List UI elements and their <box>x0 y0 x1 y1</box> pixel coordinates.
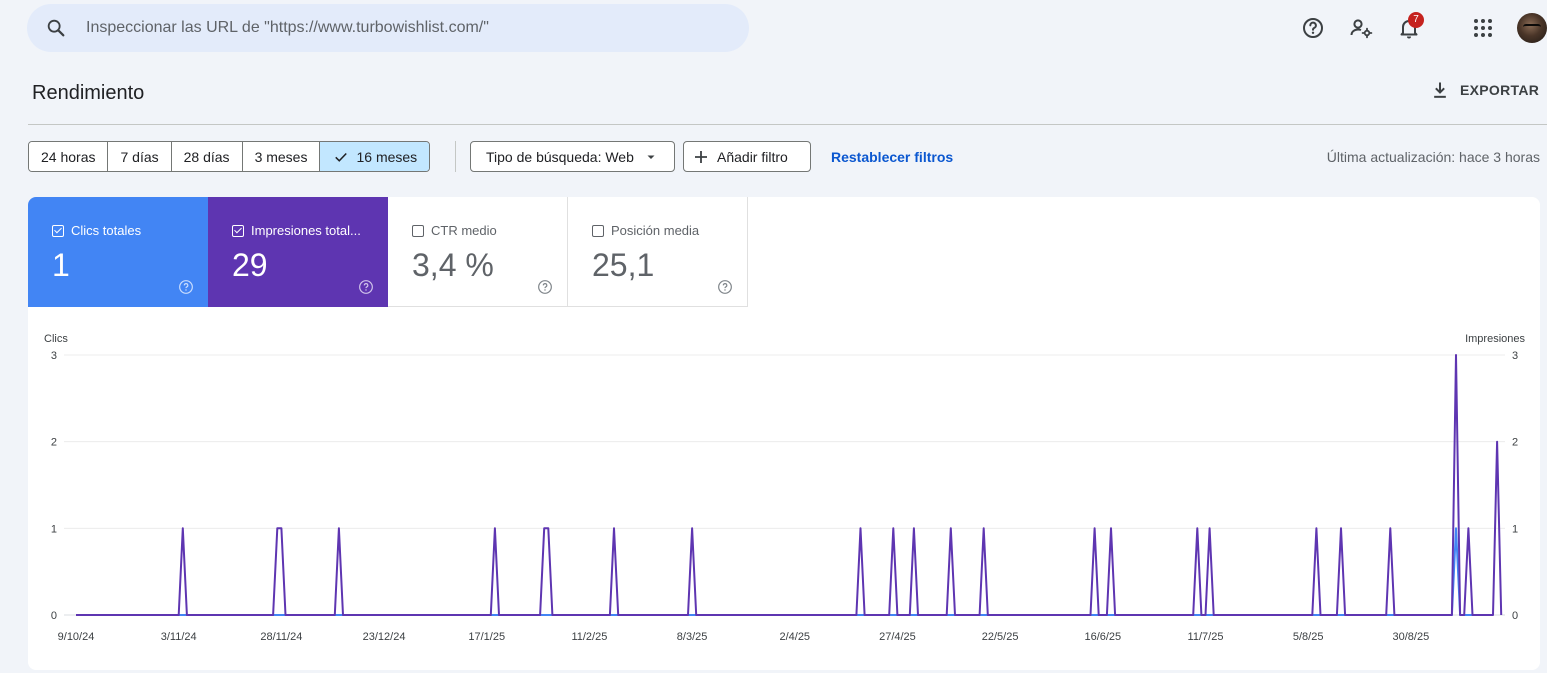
x-tick-label: 23/12/24 <box>363 631 406 643</box>
reset-filters-link[interactable]: Restablecer filtros <box>831 149 954 165</box>
search-icon <box>47 19 65 37</box>
export-label: EXPORTAR <box>1460 82 1540 98</box>
help-icon[interactable] <box>358 279 374 295</box>
y-tick-left: 0 <box>51 610 57 622</box>
x-tick-label: 8/3/25 <box>677 631 708 643</box>
apps-grid-icon[interactable] <box>1471 16 1495 40</box>
metric-label: Clics totales <box>71 223 142 238</box>
checkbox-icon[interactable] <box>592 224 604 237</box>
plus-icon <box>695 150 707 163</box>
x-tick-label: 3/11/24 <box>161 631 197 643</box>
date-range-16m-label: 16 meses <box>356 148 418 165</box>
date-range-16m[interactable]: 16 meses <box>320 142 430 171</box>
metric-value: 29 <box>232 247 268 283</box>
date-range-3m[interactable]: 3 meses <box>242 142 321 171</box>
notification-badge: 7 <box>1408 12 1424 28</box>
x-tick-label: 28/11/24 <box>260 631 302 643</box>
series-line-clics[interactable] <box>76 527 1493 616</box>
dropdown-arrow-icon <box>647 155 655 159</box>
metric-label: Impresiones total... <box>251 223 361 238</box>
metric-average-position[interactable]: Posición media 25,1 <box>568 197 748 307</box>
help-icon[interactable] <box>717 279 733 295</box>
x-tick-label: 30/8/25 <box>1393 631 1430 643</box>
search-input[interactable]: Inspeccionar las URL de "https://www.tur… <box>86 19 489 36</box>
help-icon[interactable] <box>1301 16 1325 40</box>
manage-accounts-icon[interactable] <box>1349 16 1373 40</box>
date-range-7d[interactable]: 7 días <box>108 142 172 171</box>
search-type-filter[interactable]: Tipo de búsqueda: Web <box>470 141 675 172</box>
metric-average-ctr[interactable]: CTR medio 3,4 % <box>388 197 568 307</box>
add-filter-button[interactable]: Añadir filtro <box>683 141 811 172</box>
y-tick-right: 1 <box>1512 523 1518 535</box>
checkbox-icon[interactable] <box>232 224 244 237</box>
y-tick-left: 2 <box>51 437 57 449</box>
y-axis-left-title: Clics <box>44 333 68 345</box>
y-tick-right: 3 <box>1512 350 1518 362</box>
y-tick-left: 1 <box>51 523 57 535</box>
x-tick-label: 5/8/25 <box>1293 631 1324 643</box>
search-bar[interactable]: Inspeccionar las URL de "https://www.tur… <box>27 4 749 52</box>
y-axis-right-title: Impresiones <box>1465 333 1525 345</box>
last-update-text: Última actualización: hace 3 horas <box>1326 149 1540 165</box>
y-tick-right: 2 <box>1512 437 1518 449</box>
x-tick-label: 2/4/25 <box>779 631 810 643</box>
metric-total-impressions[interactable]: Impresiones total... 29 <box>208 197 388 307</box>
x-tick-label: 22/5/25 <box>982 631 1019 643</box>
performance-chart: 0 1 2 3 0 1 2 3 9/10/24 3/11/24 28/11/24 23/12/24… <box>44 333 1525 643</box>
page-title: Rendimiento <box>32 82 145 104</box>
filter-divider <box>455 141 456 172</box>
y-tick-left: 3 <box>51 350 57 362</box>
help-icon[interactable] <box>537 279 553 295</box>
checkbox-icon[interactable] <box>412 224 424 237</box>
checkbox-icon[interactable] <box>52 224 64 237</box>
date-range-24h[interactable]: 24 horas <box>29 142 109 171</box>
search-type-label: Tipo de búsqueda: Web <box>486 148 634 165</box>
y-tick-right: 0 <box>1512 610 1518 622</box>
x-tick-label: 27/4/25 <box>879 631 916 643</box>
x-tick-label: 11/2/25 <box>571 631 607 643</box>
check-icon <box>335 152 348 162</box>
series-line-impresiones[interactable] <box>76 354 1503 616</box>
download-icon <box>1434 82 1446 98</box>
x-tick-label: 16/6/25 <box>1084 631 1121 643</box>
metric-value: 25,1 <box>592 247 655 283</box>
avatar[interactable] <box>1517 13 1547 43</box>
metric-label: Posición media <box>611 223 700 238</box>
metric-label: CTR medio <box>431 223 497 238</box>
help-icon[interactable] <box>178 279 194 295</box>
performance-card: Clics totales 1 Impresiones total... 29 … <box>28 197 1540 670</box>
export-button[interactable]: EXPORTAR <box>1430 80 1539 100</box>
date-range-selector: 24 horas 7 días 28 días 3 meses 16 meses <box>28 141 431 172</box>
header-divider <box>28 124 1547 125</box>
metric-total-clicks[interactable]: Clics totales 1 <box>28 197 208 307</box>
metric-value: 1 <box>52 247 70 283</box>
x-tick-label: 17/1/25 <box>468 631 505 643</box>
x-tick-label: 9/10/24 <box>58 631 95 643</box>
date-range-28d[interactable]: 28 días <box>171 142 243 171</box>
add-filter-label: Añadir filtro <box>717 148 788 165</box>
x-tick-label: 11/7/25 <box>1188 631 1224 643</box>
metric-value: 3,4 % <box>412 247 494 283</box>
